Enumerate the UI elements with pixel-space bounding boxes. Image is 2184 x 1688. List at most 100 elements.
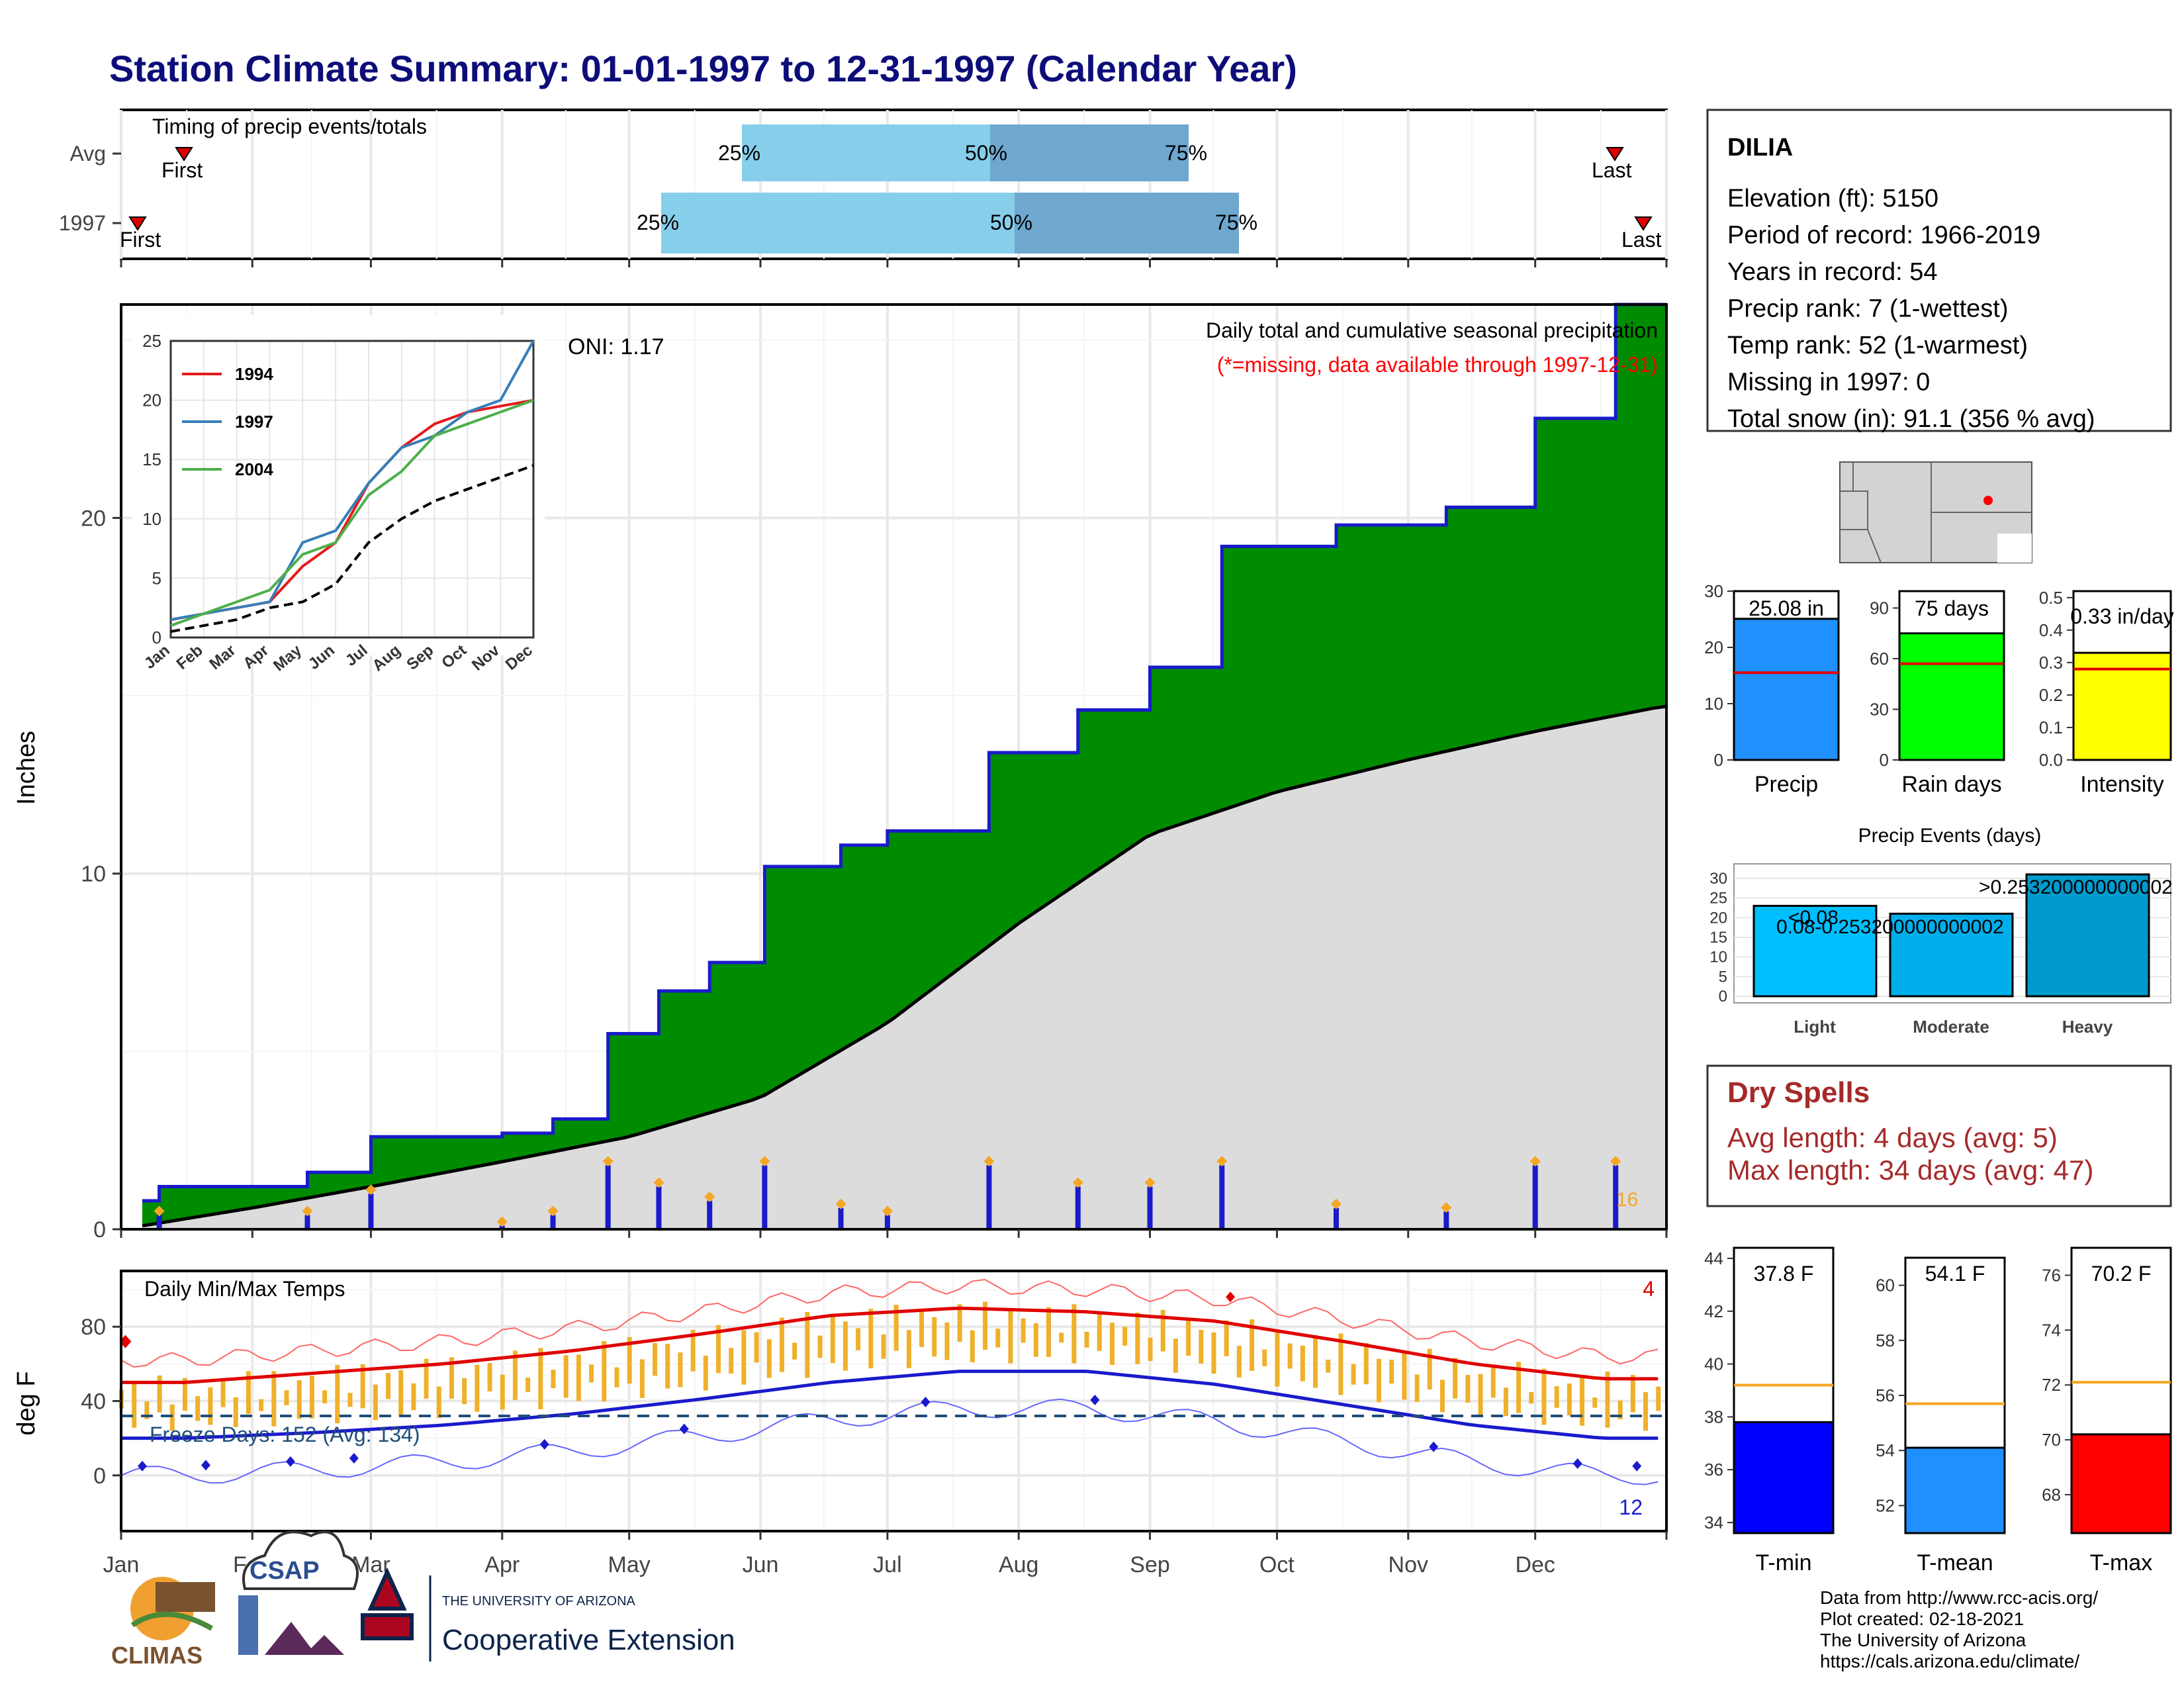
daily-temp-bar (1021, 1318, 1026, 1343)
ua-extension-text: Cooperative Extension (442, 1624, 735, 1656)
heavy-event-marker (547, 1205, 559, 1217)
daily-temp-bar (919, 1311, 925, 1347)
heavy-event-marker (983, 1156, 995, 1167)
station-detail-line: Elevation (ft): 5150 (1727, 185, 1938, 212)
daily-temp-bar (132, 1383, 137, 1428)
dry-avg-length: Avg length: 4 days (avg: 5) (1727, 1122, 2058, 1153)
csap-logo: CSAP (238, 1530, 359, 1655)
inset-series-line (170, 340, 535, 622)
average-precip-area (142, 706, 1666, 1229)
daily-precip-bar (304, 1215, 310, 1229)
daily-temp-bar (703, 1355, 708, 1391)
temp-summary-bar (1733, 1421, 1835, 1534)
daily-temp-bar (1465, 1375, 1471, 1403)
footer-line: https://cals.arizona.edu/climate/ (1820, 1651, 2079, 1671)
daily-temp-bar (322, 1390, 328, 1403)
daily-temp-bar (398, 1370, 404, 1416)
heavy-event-marker (154, 1205, 165, 1217)
record-low-marker (201, 1460, 210, 1471)
precip-ylabel: Inches (13, 731, 40, 805)
daily-temp-bar (1262, 1349, 1267, 1366)
y1997-p50: 50% (990, 211, 1032, 234)
climas-mark (156, 1582, 215, 1612)
heavy-event-marker (1441, 1202, 1452, 1213)
daily-temp-bar (842, 1321, 848, 1371)
daily-precip-bar (707, 1201, 713, 1229)
temp-y-tick-label: 40 (1704, 1354, 1723, 1374)
daily-temp-bar (1503, 1387, 1508, 1417)
events-bar (1889, 912, 2014, 998)
daily-temp-bar (1211, 1332, 1216, 1374)
heavy-event-marker (1610, 1156, 1621, 1167)
daily-precip-bar (1613, 1165, 1619, 1229)
daily-temp-bar (1402, 1350, 1407, 1400)
page-title: Station Climate Summary: 01-01-1997 to 1… (109, 48, 1297, 89)
inset-y-tick-label: 0 (152, 628, 161, 647)
daily-temp-bar (817, 1335, 823, 1358)
precip-y-tick-label: 20 (81, 506, 106, 531)
daily-temp-bar (1567, 1383, 1572, 1416)
temp-y-tick-label: 70 (2042, 1430, 2061, 1450)
daily-precip-bar (656, 1186, 662, 1229)
heavy-event-marker (365, 1184, 377, 1196)
csap-wordmark: CSAP (250, 1557, 320, 1585)
inset-y-tick-label: 15 (142, 449, 161, 469)
station-detail-line: Missing in 1997: 0 (1727, 369, 1930, 397)
daily-temp-bar (512, 1350, 518, 1400)
record-low-marker (679, 1423, 689, 1434)
daily-temp-bar (716, 1325, 721, 1374)
station-location-dot (1983, 496, 1993, 505)
daily-temp-bar (1148, 1337, 1153, 1361)
daily-temp-bar (436, 1386, 441, 1419)
daily-temp-bar (1071, 1304, 1077, 1364)
record-low-marker (285, 1456, 295, 1467)
daily-temp-bar (1478, 1374, 1483, 1417)
daily-temp-bar (576, 1354, 581, 1401)
daily-temp-bar (983, 1301, 988, 1350)
record-low-marker (1572, 1458, 1582, 1470)
summary-bar-charts: 0 10 20 30 Precip 25.08 in 0 30 60 90 Rain days 75 … (1704, 581, 2174, 797)
daily-temp-bar (970, 1330, 975, 1362)
temp-grid (120, 1271, 1668, 1531)
month-tick-label: Apr (484, 1552, 520, 1577)
y1997-first-marker (128, 216, 147, 231)
timing-panel: Timing of precip events/totals 25% 50% 7… (59, 109, 1668, 267)
temp-bar-label: T-mean (1917, 1550, 1993, 1575)
events-bar-value: 0.08-0.253200000000002 (1776, 916, 2004, 938)
month-tick-label: Jun (743, 1552, 779, 1577)
temp-panel: Daily Min/Max Temps Freeze Days: 152 (Av… (13, 1270, 1668, 1577)
events-bar-value: >0.253200000000002 (1979, 876, 2173, 898)
daily-precip-bar (1532, 1165, 1538, 1229)
daily-temp-bar (1059, 1333, 1064, 1343)
dry-box-frame (1706, 1064, 2172, 1207)
month-tick-label: Jan (103, 1552, 140, 1577)
temp-y-ticks: 0 40 80 (81, 1315, 121, 1489)
station-details: Elevation (ft): 5150 Period of record: 19… (1727, 185, 2095, 433)
temp-bar-value: 70.2 F (2091, 1262, 2152, 1286)
inset-y-tick-label: 10 (142, 509, 161, 529)
temp-y-tick-label: 72 (2042, 1375, 2061, 1395)
daily-precip-bar (1334, 1207, 1340, 1229)
events-bar-value: <0.08 (1788, 907, 1839, 929)
daily-temp-bar (233, 1397, 238, 1427)
daily-temp-bar (1236, 1346, 1242, 1378)
y1997-last-marker (1634, 216, 1653, 231)
daily-precip-bar (1443, 1211, 1449, 1229)
oni-label: ONI: 1.17 (568, 334, 664, 359)
summary-y-tick-label: 20 (1704, 637, 1723, 657)
daily-temp-bar (665, 1344, 670, 1389)
timing-row-avg: Avg (69, 142, 106, 165)
summary-bar (1898, 632, 2005, 761)
temp-y-tick-label: 80 (81, 1315, 106, 1340)
month-tick-label: Oct (1259, 1552, 1295, 1577)
inset-bg (132, 315, 545, 655)
temp-y-tick-label: 44 (1704, 1248, 1723, 1268)
daily-temp-range-bars (119, 1301, 1661, 1431)
summary-y-tick-label: 90 (1870, 598, 1889, 618)
daily-temp-bar (589, 1364, 594, 1383)
daily-temp-bar (1516, 1362, 1522, 1413)
daily-temp-bar (830, 1317, 835, 1363)
daily-temp-bar (868, 1309, 874, 1369)
daily-temp-bar (1186, 1318, 1191, 1356)
daily-temp-bar (1643, 1392, 1649, 1431)
